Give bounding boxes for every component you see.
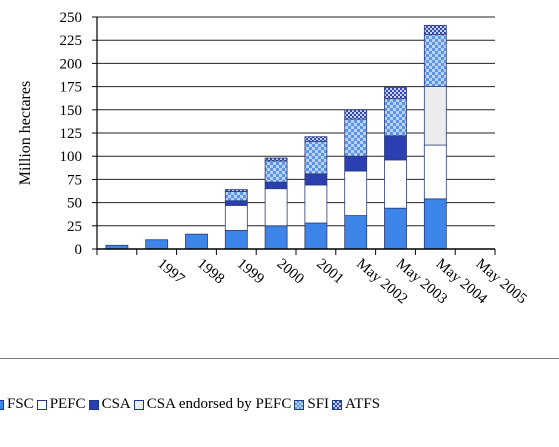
bar-segment-csa-endorsed-by-pefc bbox=[423, 86, 447, 146]
legend-item-pefc: PEFC bbox=[36, 396, 86, 413]
y-tick-label: 50 bbox=[67, 196, 82, 212]
y-tick-label: 125 bbox=[60, 126, 83, 142]
bar-segment-atfs bbox=[384, 87, 407, 100]
bar-segment-pefc bbox=[224, 204, 248, 231]
stacked-bar-chart: Million hectares 0 25 50 75 100 125 150 175 200 2… bbox=[17, 10, 530, 308]
legend-label: ATFS bbox=[345, 396, 381, 412]
legend-item-fsc: FSC bbox=[0, 396, 34, 413]
y-tick-label: 150 bbox=[60, 103, 83, 119]
x-tick-label: 1997 bbox=[154, 256, 188, 288]
legend-label: CSA endorsed by PEFC bbox=[146, 396, 292, 412]
legend-swatch bbox=[0, 399, 4, 410]
bar-segment-fsc bbox=[224, 230, 248, 250]
y-tick-label: 0 bbox=[75, 242, 83, 258]
bar-segment-fsc bbox=[304, 222, 328, 250]
bar-segment-atfs bbox=[264, 157, 288, 162]
bar-segment-fsc bbox=[264, 225, 288, 250]
y-tick-label: 175 bbox=[60, 80, 83, 96]
y-tick-label: 225 bbox=[60, 33, 83, 49]
bar-segment-atfs bbox=[224, 189, 248, 192]
bar-segment-sfi bbox=[224, 191, 248, 202]
bar-stack bbox=[185, 233, 208, 250]
legend-label: CSA bbox=[101, 396, 131, 412]
y-tick-label: 200 bbox=[60, 56, 83, 72]
legend: FSC PEFC CSA CSA endorsed by PEFC SFI ATFS bbox=[0, 396, 383, 413]
legend-swatch bbox=[133, 399, 144, 410]
bar-segment-fsc bbox=[384, 207, 407, 250]
bar-stacks bbox=[105, 24, 447, 250]
bar-segment-pefc bbox=[384, 159, 407, 209]
bar-segment-csa bbox=[384, 135, 407, 161]
y-tick-label: 75 bbox=[67, 172, 82, 188]
bar-stack bbox=[423, 24, 447, 250]
bar-segment-sfi bbox=[423, 34, 447, 87]
legend-swatch bbox=[332, 399, 343, 410]
legend-item-csa: CSA bbox=[88, 396, 131, 413]
y-tick-label: 25 bbox=[67, 219, 82, 235]
x-tick-label: 1999 bbox=[234, 256, 267, 288]
bar-stack bbox=[304, 136, 328, 250]
legend-swatch bbox=[294, 399, 305, 410]
bar-segment-csa bbox=[224, 200, 248, 206]
y-tick-labels: 0 25 50 75 100 125 150 175 200 225 250 bbox=[60, 10, 97, 258]
bar-segment-atfs bbox=[423, 24, 447, 36]
bar-stack bbox=[224, 189, 248, 250]
bar-segment-pefc bbox=[344, 170, 368, 216]
gridlines bbox=[97, 16, 495, 227]
y-tick-label: 100 bbox=[60, 149, 83, 165]
bar-segment-sfi bbox=[264, 160, 288, 183]
bar-segment-csa bbox=[264, 181, 288, 190]
legend-item-atfs: ATFS bbox=[332, 396, 380, 413]
bar-segment-csa bbox=[304, 173, 328, 186]
legend-label: SFI bbox=[307, 396, 330, 412]
bar-segment-sfi bbox=[384, 98, 407, 137]
y-tick-label: 250 bbox=[60, 10, 83, 26]
bar-segment-csa bbox=[344, 155, 368, 172]
x-tick-label: 2001 bbox=[313, 256, 346, 288]
legend-item-csa-endorsed-by-pefc: CSA endorsed by PEFC bbox=[133, 396, 292, 413]
legend-label: FSC bbox=[7, 396, 34, 412]
axes bbox=[96, 17, 496, 255]
bar-segment-fsc bbox=[423, 198, 447, 250]
legend-divider bbox=[0, 358, 559, 359]
x-tick-label: 2000 bbox=[274, 256, 307, 288]
bar-segment-pefc bbox=[264, 188, 288, 227]
legend-swatch bbox=[88, 399, 99, 410]
y-axis-label: Million hectares bbox=[17, 81, 34, 185]
bar-stack bbox=[384, 87, 407, 250]
bar-segment-fsc bbox=[185, 233, 208, 250]
legend-label: PEFC bbox=[49, 396, 86, 412]
bar-segment-atfs bbox=[344, 109, 368, 120]
legend-item-sfi: SFI bbox=[294, 396, 329, 413]
bar-segment-sfi bbox=[304, 140, 328, 175]
bar-segment-fsc bbox=[344, 215, 368, 250]
legend-swatch bbox=[36, 399, 47, 410]
bar-segment-fsc bbox=[145, 239, 169, 250]
bar-segment-pefc bbox=[304, 184, 328, 224]
bar-stack bbox=[264, 157, 288, 250]
bar-segment-sfi bbox=[344, 118, 368, 157]
bar-segment-atfs bbox=[304, 136, 328, 142]
x-tick-label: 1998 bbox=[194, 256, 227, 288]
bar-stack bbox=[344, 109, 368, 250]
bar-segment-pefc bbox=[423, 144, 447, 200]
bar-stack bbox=[145, 239, 169, 250]
